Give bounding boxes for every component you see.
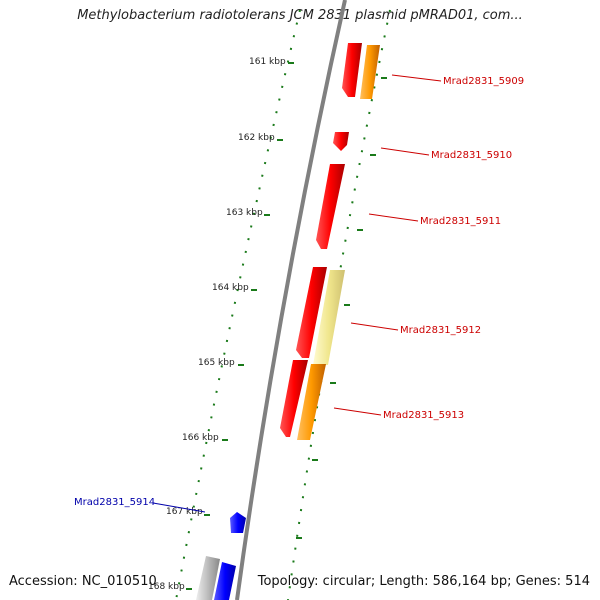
kbp-label-161: 161 kbp	[249, 57, 286, 67]
kbp-label-167: 167 kbp	[166, 507, 203, 517]
gene-arrow-5913-red[interactable]	[280, 360, 308, 437]
gene-label-5909[interactable]: Mrad2831_5909	[443, 76, 524, 87]
kbp-ticks-outer	[296, 77, 387, 539]
gene-arrow-orange-1[interactable]	[360, 45, 380, 99]
kbp-label-168: 168 kbp	[148, 582, 185, 592]
backbone-line	[235, 0, 347, 600]
leader-5912	[350, 322, 399, 331]
leader-5913	[333, 407, 382, 416]
gene-arrow-yellow[interactable]	[313, 270, 345, 365]
gene-label-5910[interactable]: Mrad2831_5910	[431, 150, 512, 161]
accession-text: Accession: NC_010510	[9, 574, 157, 589]
gene-label-5913[interactable]: Mrad2831_5913	[383, 410, 464, 421]
leader-5914	[152, 502, 206, 513]
gene-arrow-blue-2[interactable]	[214, 562, 236, 600]
kbp-label-163: 163 kbp	[226, 208, 263, 218]
kbp-label-164: 164 kbp	[212, 283, 249, 293]
kbp-label-165: 165 kbp	[198, 358, 235, 368]
leader-5911	[368, 213, 419, 222]
gene-arrow-5911[interactable]	[316, 164, 345, 249]
leader-5910	[380, 147, 430, 156]
gene-label-5911[interactable]: Mrad2831_5911	[420, 216, 501, 227]
kbp-label-166: 166 kbp	[182, 433, 219, 443]
gene-arrow-5909[interactable]	[342, 43, 362, 97]
outer-dotted-arc	[287, 9, 391, 600]
map-title: Methylobacterium radiotolerans JCM 2831 …	[77, 8, 523, 23]
gene-arrow-gray[interactable]	[196, 556, 220, 600]
kbp-label-162: 162 kbp	[238, 133, 275, 143]
gene-label-5912[interactable]: Mrad2831_5912	[400, 325, 481, 336]
gene-arrow-orange-2[interactable]	[297, 364, 326, 440]
gene-label-5914[interactable]: Mrad2831_5914	[74, 497, 155, 508]
inner-dotted-arc	[175, 9, 301, 600]
gene-arrow-5912-red[interactable]	[296, 267, 327, 358]
kbp-ticks	[186, 62, 294, 590]
gene-arrow-5914[interactable]	[230, 512, 246, 533]
gene-arrow-5910[interactable]	[333, 132, 349, 151]
topology-text: Topology: circular; Length: 586,164 bp; …	[257, 574, 590, 589]
leader-5909	[391, 74, 442, 82]
